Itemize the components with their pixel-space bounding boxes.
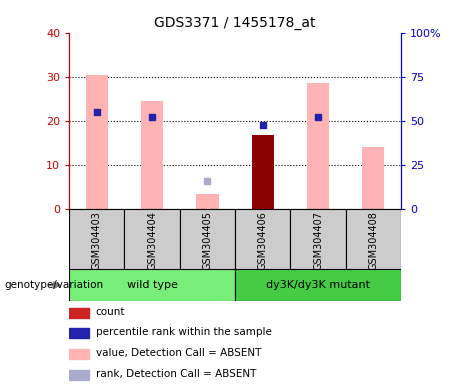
- Bar: [69, 349, 89, 359]
- Bar: [180, 209, 235, 269]
- Text: count: count: [96, 307, 125, 317]
- Bar: [141, 101, 163, 209]
- Text: GSM304405: GSM304405: [202, 211, 213, 270]
- Text: GSM304404: GSM304404: [147, 211, 157, 270]
- Bar: [69, 209, 124, 269]
- Bar: [86, 74, 108, 209]
- Text: percentile rank within the sample: percentile rank within the sample: [96, 328, 272, 338]
- Bar: [290, 209, 346, 269]
- Text: GSM304403: GSM304403: [92, 211, 102, 270]
- Text: value, Detection Call = ABSENT: value, Detection Call = ABSENT: [96, 348, 261, 358]
- Point: [148, 114, 156, 120]
- Bar: [235, 209, 290, 269]
- Bar: [69, 269, 235, 301]
- Bar: [346, 209, 401, 269]
- Text: dy3K/dy3K mutant: dy3K/dy3K mutant: [266, 280, 370, 290]
- Point: [204, 177, 211, 184]
- Title: GDS3371 / 1455178_at: GDS3371 / 1455178_at: [154, 16, 316, 30]
- Point: [314, 114, 322, 120]
- Bar: [235, 269, 401, 301]
- Bar: [307, 83, 329, 209]
- Bar: [69, 328, 89, 338]
- Text: GSM304407: GSM304407: [313, 211, 323, 270]
- Point: [93, 109, 100, 115]
- Bar: [69, 370, 89, 380]
- Text: wild type: wild type: [127, 280, 177, 290]
- Point: [259, 122, 266, 128]
- Bar: [362, 147, 384, 209]
- Bar: [252, 135, 274, 209]
- Text: GSM304406: GSM304406: [258, 211, 268, 270]
- Text: genotype/variation: genotype/variation: [5, 280, 104, 290]
- Text: GSM304408: GSM304408: [368, 211, 378, 270]
- Bar: [196, 194, 219, 209]
- Text: rank, Detection Call = ABSENT: rank, Detection Call = ABSENT: [96, 369, 256, 379]
- Bar: [69, 308, 89, 318]
- Bar: [124, 209, 180, 269]
